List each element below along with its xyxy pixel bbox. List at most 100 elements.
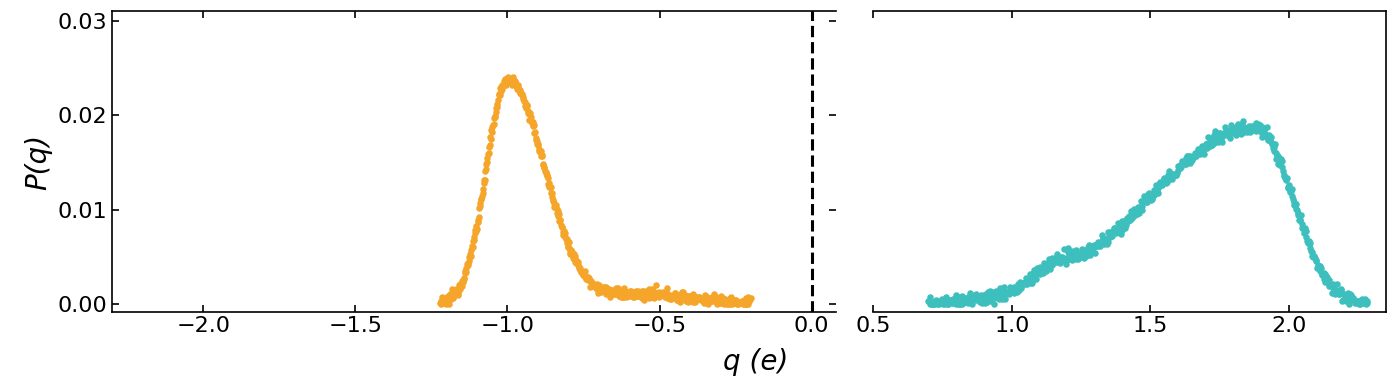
Point bbox=[714, 297, 736, 303]
Point bbox=[438, 291, 461, 297]
Point bbox=[605, 287, 627, 293]
Point bbox=[1155, 179, 1177, 185]
Point bbox=[1063, 248, 1085, 254]
Point bbox=[587, 287, 609, 293]
Point bbox=[739, 296, 762, 302]
Point bbox=[1246, 126, 1268, 132]
Point bbox=[627, 290, 650, 296]
Point bbox=[1215, 132, 1238, 138]
Point bbox=[727, 301, 749, 307]
Point bbox=[599, 291, 622, 297]
Point bbox=[1112, 219, 1134, 225]
Point bbox=[1009, 279, 1032, 285]
Point bbox=[451, 278, 473, 284]
Point bbox=[1072, 253, 1095, 260]
Point bbox=[1022, 266, 1044, 272]
Point bbox=[1289, 212, 1312, 218]
Point bbox=[577, 276, 599, 282]
Point bbox=[1189, 151, 1211, 157]
Point bbox=[1309, 263, 1331, 269]
Point bbox=[1260, 141, 1282, 147]
Point bbox=[568, 267, 591, 273]
Point bbox=[1082, 242, 1105, 248]
Point bbox=[976, 291, 998, 297]
Point bbox=[465, 228, 487, 234]
Point bbox=[1036, 264, 1058, 270]
Point bbox=[601, 287, 623, 293]
Point bbox=[665, 297, 687, 303]
Point bbox=[1184, 153, 1207, 159]
Point bbox=[717, 301, 739, 307]
Point bbox=[659, 296, 682, 302]
Point bbox=[514, 105, 536, 111]
Point bbox=[624, 290, 647, 296]
Point bbox=[1149, 180, 1172, 187]
Point bbox=[1292, 226, 1315, 233]
Point bbox=[512, 94, 535, 100]
Point bbox=[657, 290, 679, 296]
Point bbox=[1355, 301, 1378, 307]
Point bbox=[980, 293, 1002, 299]
Point bbox=[728, 300, 750, 306]
Point bbox=[1142, 192, 1165, 198]
Point bbox=[938, 299, 960, 305]
Point bbox=[1119, 217, 1141, 223]
Point bbox=[1106, 224, 1128, 230]
Point bbox=[1113, 224, 1135, 230]
Point bbox=[1079, 250, 1102, 256]
Point bbox=[921, 301, 944, 307]
Point bbox=[1131, 203, 1154, 209]
Point bbox=[591, 286, 613, 292]
Point bbox=[654, 291, 676, 297]
Point bbox=[430, 301, 452, 307]
Point bbox=[955, 296, 977, 302]
Point bbox=[1231, 121, 1253, 127]
Point bbox=[1288, 217, 1310, 223]
Point bbox=[557, 244, 580, 250]
Point bbox=[445, 286, 468, 292]
Point bbox=[596, 287, 619, 293]
Point bbox=[546, 211, 568, 217]
Point bbox=[1070, 253, 1092, 260]
Point bbox=[700, 295, 722, 301]
Point bbox=[1018, 277, 1040, 283]
Point bbox=[1030, 268, 1053, 274]
Point bbox=[1037, 260, 1060, 266]
Point bbox=[734, 301, 756, 307]
Point bbox=[1308, 265, 1330, 271]
Point bbox=[434, 295, 456, 301]
Point bbox=[1191, 144, 1214, 150]
Point bbox=[1156, 177, 1179, 184]
Point bbox=[482, 122, 504, 128]
Point bbox=[1208, 137, 1231, 143]
Point bbox=[1280, 189, 1302, 195]
Point bbox=[993, 283, 1015, 290]
Point bbox=[1074, 247, 1096, 253]
Point bbox=[1331, 291, 1354, 297]
Point bbox=[1169, 162, 1191, 168]
Point bbox=[1025, 276, 1047, 282]
Point bbox=[1028, 266, 1050, 272]
Point bbox=[452, 276, 475, 282]
Point bbox=[503, 76, 525, 82]
Point bbox=[462, 244, 484, 250]
Point bbox=[1351, 300, 1373, 306]
Point bbox=[965, 297, 987, 303]
Point bbox=[587, 290, 609, 296]
Point bbox=[1266, 156, 1288, 162]
Point bbox=[594, 288, 616, 294]
Point bbox=[536, 173, 559, 179]
Point bbox=[683, 293, 706, 299]
Point bbox=[1236, 129, 1259, 135]
Point bbox=[725, 299, 748, 305]
Point bbox=[505, 82, 528, 88]
Point bbox=[1107, 224, 1130, 230]
Point bbox=[434, 295, 456, 301]
Point bbox=[959, 294, 981, 300]
Point bbox=[1313, 279, 1336, 285]
Point bbox=[483, 115, 505, 121]
Point bbox=[988, 285, 1011, 291]
Point bbox=[500, 78, 522, 84]
Point bbox=[1203, 140, 1225, 146]
Point bbox=[1099, 229, 1121, 235]
